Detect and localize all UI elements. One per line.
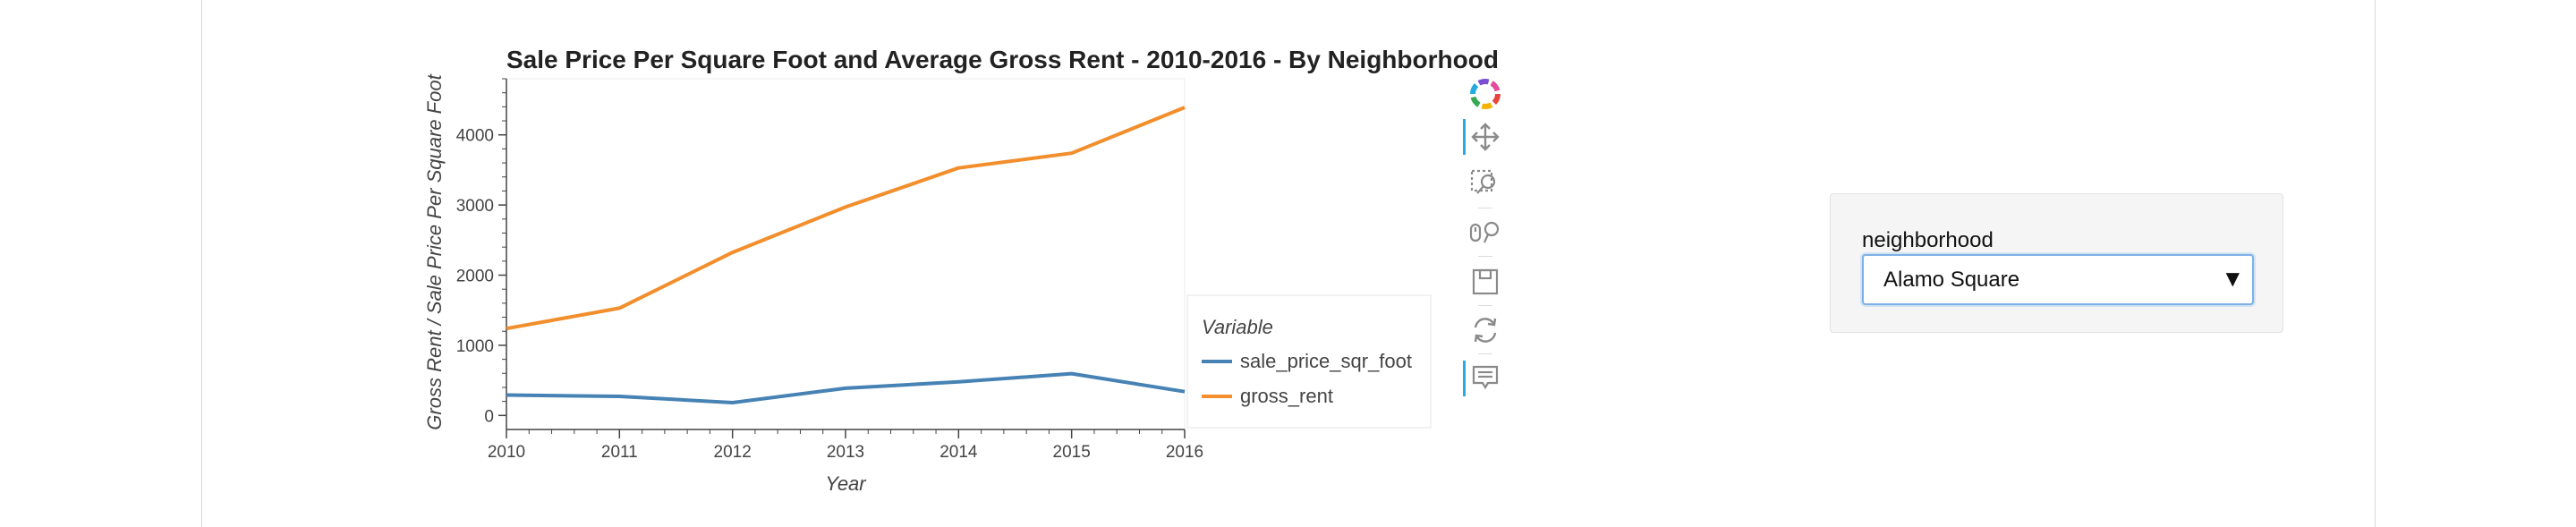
y-axis: 0 1000 2000 3000 4000: [456, 78, 507, 429]
wheel-zoom-icon[interactable]: [1463, 212, 1508, 253]
y-tick-label: 3000: [456, 197, 494, 216]
x-axis-label: Year: [825, 472, 867, 495]
legend-title: Variable: [1202, 316, 1273, 338]
toolbar-divider: [1478, 256, 1492, 257]
hover-icon[interactable]: [1463, 358, 1508, 399]
neighborhood-label: neighborhood: [1862, 228, 1994, 252]
y-axis-label: Gross Rent / Sale Price Per Square Foot: [423, 73, 446, 429]
legend-label-sale_price_sqr_foot[interactable]: sale_price_sqr_foot: [1240, 350, 1412, 372]
x-tick-label: 2016: [1166, 443, 1203, 462]
y-tick-label: 2000: [456, 268, 494, 286]
x-tick-label: 2010: [488, 443, 525, 462]
chevron-down-icon: ▼: [2225, 268, 2240, 289]
series-line-sale_price_sqr_foot: [506, 371, 1186, 404]
reset-icon[interactable]: [1463, 310, 1508, 351]
y-tick-label: 1000: [456, 337, 494, 356]
plot-area: [506, 78, 1186, 430]
toolbar-divider: [1478, 353, 1492, 354]
x-tick-label: 2014: [939, 443, 978, 462]
neighborhood-widget: neighborhood Alamo Square ▼: [1830, 193, 2283, 333]
neighborhood-select[interactable]: Alamo Square ▼: [1862, 254, 2254, 305]
legend-label-gross_rent[interactable]: gross_rent: [1240, 385, 1333, 407]
x-tick-label: 2015: [1053, 443, 1091, 462]
x-tick-label: 2012: [714, 443, 752, 462]
series-line-gross_rent: [506, 106, 1186, 331]
pan-icon[interactable]: [1463, 116, 1508, 157]
bokeh-logo-icon[interactable]: [1463, 73, 1508, 115]
x-axis: 2010 2011 2012 2013 2014 2015 2016: [488, 429, 1203, 462]
legend: Variable sale_price_sqr_foot gross_rent: [1186, 294, 1432, 429]
neighborhood-selected-value: Alamo Square: [1883, 268, 2020, 292]
toolbar-divider: [1478, 305, 1492, 306]
y-tick-label: 4000: [456, 127, 494, 146]
x-tick-label: 2013: [827, 443, 864, 462]
x-tick-label: 2011: [601, 443, 638, 462]
chart-title: Sale Price Per Square Foot and Average G…: [506, 46, 1499, 73]
chart: Sale Price Per Square Foot and Average G…: [423, 46, 1499, 495]
y-tick-label: 0: [484, 407, 494, 426]
box-zoom-icon[interactable]: [1463, 164, 1508, 205]
save-icon[interactable]: [1463, 261, 1508, 302]
series-group: [506, 106, 1186, 404]
